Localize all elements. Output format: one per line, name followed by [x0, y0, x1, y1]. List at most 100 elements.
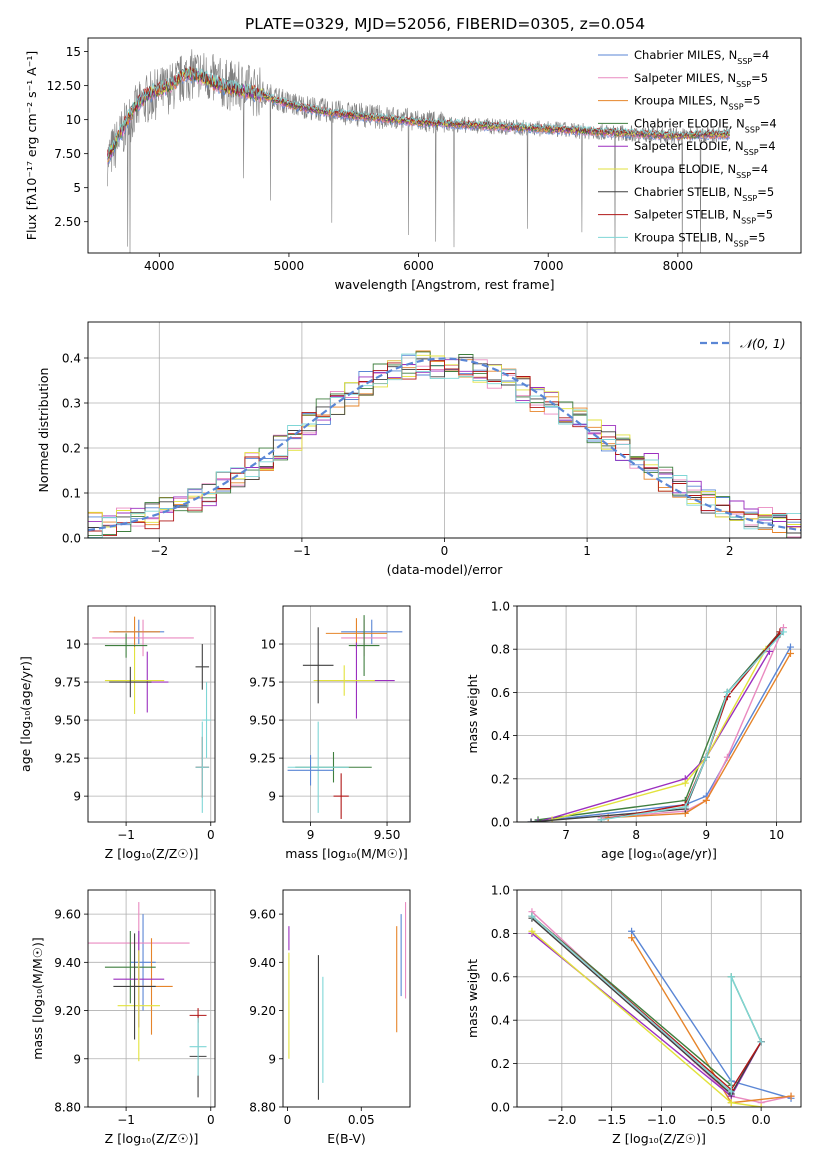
weight-line-4	[537, 651, 771, 822]
x-tick-label-0: −2.0	[547, 1113, 576, 1127]
errorbar-point-5	[313, 665, 375, 696]
mass_weight_vs_Z-panel: −2.0 −1.5 −1.0 −0.5 0.0 0.0 0.2 0.4 0.6 0.8 1.0 Z […	[465, 884, 802, 1146]
y-tick-label-0: 9	[73, 790, 81, 804]
spectrum-panel: 4000 5000 6000 7000 8000 2.50 5 7.50 10 12.50 15 wa…	[24, 37, 802, 292]
errorbar-point-5	[117, 950, 160, 1062]
age_vs_mass-panel: 9 9.50 9 9.25 9.50 9.75 10 mass [log₁₀(M/M☉)]	[249, 605, 411, 861]
y-tick-label-0: 0.0	[491, 816, 510, 830]
mass_weight_vs_age-xlabel: age [log₁₀(age/yr)]	[601, 846, 717, 861]
errorbar-point-1	[92, 619, 194, 657]
y-tick-label-2: 9.20	[249, 1004, 276, 1018]
weight-marker-0-3	[786, 643, 794, 651]
normal-distribution-curve	[88, 357, 801, 532]
mass_weight_vs_age-axes: 7 8 9 10 0.0 0.2 0.4 0.6 0.8 1.0 age [log₁₀(age/yr…	[465, 600, 784, 862]
y-tick-label-2: 0.4	[491, 1014, 510, 1028]
y-tick-label-0: 8.80	[54, 1101, 81, 1115]
errorbar-point-9	[189, 1017, 207, 1076]
weight-marker-0-0	[628, 927, 636, 935]
x-tick-label-3: 7000	[533, 259, 564, 273]
x-tick-label-3: 10	[769, 828, 784, 842]
y-tick-label-0: 9	[268, 790, 276, 804]
y-tick-label-0: 0.0	[62, 532, 81, 546]
model-spectrum-line-8	[107, 66, 731, 159]
weight-marker-8-4	[779, 628, 787, 636]
y-tick-label-1: 9	[268, 1052, 276, 1066]
mass_vs_Z-axes: −1 0 8.80 9 9.20 9.40 9.60 Z [log₁₀(Z/Z☉)] mass …	[30, 908, 215, 1146]
y-tick-label-3: 0.3	[62, 397, 81, 411]
mass_weight_vs_age-plot-area	[527, 624, 794, 822]
weight-marker-2-0	[628, 934, 636, 942]
legend-label-7: Salpeter STELIB, NSSP=5	[634, 208, 773, 226]
x-tick-label-1: 9.50	[374, 828, 401, 842]
spectrum-ylabel: Flux [fλ10⁻¹⁷ erg cm⁻² s⁻¹ A⁻¹]	[24, 51, 39, 240]
x-tick-label-4: 2	[726, 544, 734, 558]
x-tick-label-0: 7	[562, 828, 570, 842]
residuals-axes: −2 −1 0 1 2 0.0 0.1 0.2 0.3 0.4 (data-model)/error…	[36, 352, 734, 578]
y-tick-label-2: 9.50	[54, 714, 81, 728]
weight-marker-8-2	[702, 753, 710, 761]
mass_weight_vs_age-frame	[516, 605, 802, 823]
age_vs_mass-axes: 9 9.50 9 9.25 9.50 9.75 10 mass [log₁₀(M/M☉)]	[249, 638, 407, 861]
x-tick-label-0: −1	[117, 828, 135, 842]
age_vs_Z-axes: −1 0 9 9.25 9.50 9.75 10 Z [log₁₀(Z/Z☉)] age [lo…	[18, 638, 215, 861]
errorbar-point-10	[287, 755, 334, 786]
x-tick-label-2: 0	[441, 544, 449, 558]
y-tick-label-3: 9.40	[249, 956, 276, 970]
y-tick-label-3: 0.6	[491, 970, 510, 984]
y-tick-label-3: 9.40	[54, 956, 81, 970]
weight-marker-2-3	[786, 650, 794, 658]
y-tick-label-3: 10	[66, 113, 81, 127]
mass_weight_vs_Z-ylabel: mass weight	[465, 959, 480, 1038]
y-tick-label-4: 9.60	[54, 908, 81, 922]
y-tick-label-1: 0.2	[491, 772, 510, 786]
y-tick-label-2: 7.50	[54, 147, 81, 161]
errorbar-point-2	[109, 616, 160, 648]
x-tick-label-1: −1.5	[597, 1113, 626, 1127]
x-tick-label-2: 6000	[403, 259, 434, 273]
y-tick-label-4: 9.60	[249, 908, 276, 922]
residuals-ylabel: Normed distribution	[36, 368, 51, 493]
errorbar-point-6	[113, 933, 156, 1040]
age_vs_mass-plot-area	[287, 615, 403, 819]
legend-label-3: Chabrier ELODIE, NSSP=4	[634, 116, 777, 133]
residual-histogram-6	[88, 356, 801, 538]
y-tick-label-1: 9.25	[249, 752, 276, 766]
weight-marker-8-0	[528, 912, 536, 920]
x-tick-label-4: 0.0	[752, 1113, 771, 1127]
figure-title: PLATE=0329, MJD=52056, FIBERID=0305, z=0…	[245, 15, 645, 33]
weight-marker-8-2	[727, 973, 735, 981]
y-tick-label-4: 0.8	[491, 643, 510, 657]
x-tick-label-2: −1.0	[647, 1113, 676, 1127]
weight-marker-5-2	[757, 1103, 765, 1107]
weight-line-2	[608, 653, 792, 819]
y-tick-label-2: 9.50	[249, 714, 276, 728]
weight-marker-6-0	[527, 818, 535, 822]
age_vs_Z-plot-area	[92, 616, 211, 813]
errorbar-point-8	[333, 773, 349, 819]
legend-label-0: Chabrier MILES, NSSP=4	[634, 48, 769, 66]
errorbar-point-3	[104, 930, 156, 1004]
mass_vs_EBV-axes: 0 0.05 8.80 9 9.20 9.40 9.60 E(B-V)	[249, 908, 374, 1146]
x-tick-label-0: −2	[150, 544, 168, 558]
mass_weight_vs_Z-plot-area	[528, 908, 795, 1107]
x-tick-label-3: 1	[583, 544, 591, 558]
legend-label-1: Salpeter MILES, NSSP=5	[634, 71, 768, 89]
y-tick-label-4: 12.50	[47, 79, 81, 93]
errorbar-point-6	[302, 627, 334, 704]
mass_vs_EBV-frame	[282, 889, 411, 1108]
weight-marker-8-0	[597, 816, 605, 822]
y-tick-label-1: 5	[73, 181, 81, 195]
y-tick-label-0: 8.80	[249, 1101, 276, 1115]
y-tick-label-2: 0.2	[62, 442, 81, 456]
weight-marker-4-3	[765, 647, 773, 655]
errorbar-point-9	[195, 721, 210, 813]
weight-marker-5-0	[528, 927, 536, 935]
age_vs_mass-frame	[282, 605, 411, 823]
weight-marker-2-2	[702, 796, 710, 804]
legend-label-6: Chabrier STELIB, NSSP=5	[634, 185, 774, 203]
y-tick-label-4: 0.8	[491, 927, 510, 941]
residuals-panel: −2 −1 0 1 2 0.0 0.1 0.2 0.3 0.4 (data-model)/error…	[36, 321, 802, 578]
age_vs_Z-ylabel: age [log₁₀(age/yr)]	[18, 656, 33, 772]
y-tick-label-3: 9.75	[54, 676, 81, 690]
